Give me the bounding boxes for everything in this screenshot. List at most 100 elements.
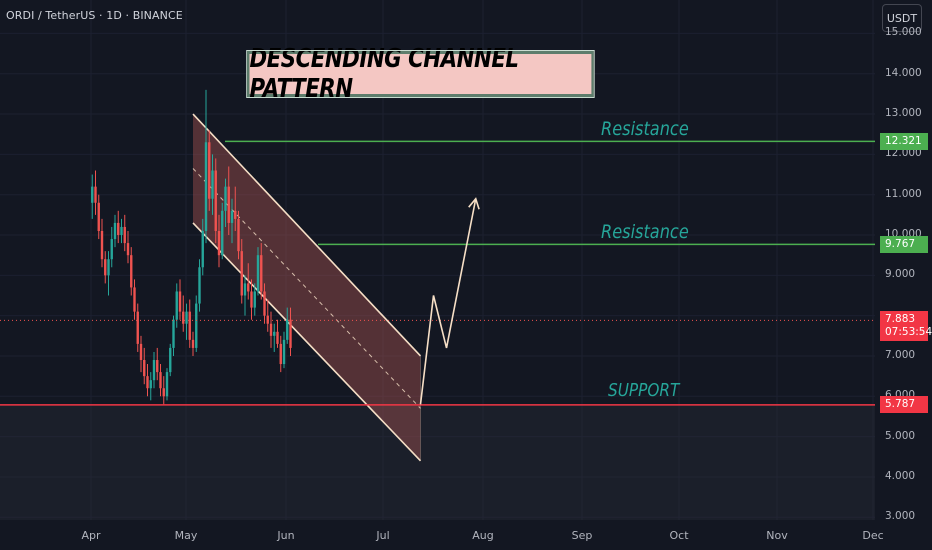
candle-body (240, 251, 243, 296)
candle (198, 259, 201, 312)
candle (286, 307, 289, 344)
candle-body (195, 303, 198, 348)
projection-arrowhead (468, 197, 480, 210)
candle (214, 158, 217, 244)
candle-body (208, 142, 211, 199)
candle (175, 283, 178, 328)
candlestick-series (91, 89, 292, 405)
price-tick-label: 15.000 (885, 26, 922, 39)
candle (169, 343, 172, 377)
time-tick-label: Nov (766, 529, 788, 542)
candle (279, 335, 282, 373)
candle (188, 299, 191, 348)
candle-body (279, 343, 282, 365)
candle-body (182, 311, 185, 324)
candle-body (162, 388, 165, 397)
price-tick-label: 3.000 (885, 510, 916, 523)
candle (185, 303, 188, 340)
candle (126, 230, 130, 264)
candle (149, 372, 152, 401)
candle (156, 347, 159, 381)
candle (136, 303, 139, 352)
candle-body (104, 259, 107, 276)
candle-body (221, 210, 224, 256)
candle (130, 247, 133, 296)
candle-body (247, 283, 250, 292)
candle (123, 214, 126, 252)
candle-body (113, 222, 117, 240)
gridlines (0, 0, 875, 520)
candle-body (289, 319, 292, 348)
candle-body (230, 210, 234, 223)
candle-body (253, 291, 256, 308)
candle-body (169, 347, 172, 373)
currency-button[interactable]: USDT (882, 4, 922, 32)
candle-body (188, 311, 191, 340)
candle (269, 311, 273, 348)
candle-body (224, 186, 227, 211)
candle-body (211, 170, 214, 199)
candle (143, 347, 146, 385)
pattern-title-box: DESCENDING CHANNEL PATTERN (246, 44, 595, 104)
time-tick-label: Oct (669, 529, 689, 542)
candle (162, 376, 165, 405)
candle-body (110, 239, 113, 260)
candle (250, 279, 253, 320)
candle-body (94, 186, 97, 203)
time-tick-label: Jun (277, 529, 295, 542)
candle (227, 166, 230, 236)
candle (182, 295, 185, 332)
candle (208, 130, 211, 211)
candle (94, 170, 97, 215)
time-tick-label: Sep (571, 529, 593, 542)
candle (110, 226, 113, 268)
candle-body (126, 243, 130, 256)
candle-body (263, 291, 266, 316)
candle (221, 202, 224, 260)
candle (282, 331, 286, 369)
time-tick-label: Apr (81, 529, 101, 542)
candle-body (234, 210, 237, 219)
bar-countdown: 07:53:54 (885, 326, 932, 339)
channel-upper-line[interactable] (192, 113, 422, 357)
symbol-title[interactable]: ORDI / TetherUS · 1D · BINANCE (6, 9, 183, 22)
candle-body (198, 267, 201, 304)
candle-body (269, 323, 273, 336)
channel-lower-line[interactable] (192, 222, 422, 462)
support-label: SUPPORT (608, 380, 680, 401)
support-zone (0, 404, 875, 520)
candle-body (214, 170, 217, 231)
projection-path[interactable] (419, 198, 477, 405)
candle-body (250, 291, 253, 308)
candle (243, 275, 247, 316)
candle (230, 198, 234, 244)
candle-body (172, 319, 175, 348)
candle-body (276, 331, 279, 344)
candle (113, 214, 117, 248)
candle (256, 247, 260, 296)
candle-body (146, 376, 149, 389)
time-tick-label: Aug (472, 529, 494, 542)
candle (240, 239, 243, 304)
candle-body (139, 343, 143, 361)
last-price-value: 7.883 (885, 313, 916, 326)
resistance-label-lower: Resistance (601, 221, 689, 243)
candle-body (282, 339, 286, 365)
candle (217, 214, 221, 268)
candle (224, 178, 227, 227)
candle-body (237, 218, 240, 252)
projection-arrow (419, 197, 480, 405)
candle (253, 283, 256, 316)
candle-body (286, 319, 289, 340)
candle (152, 351, 156, 389)
candle-body (217, 230, 221, 256)
candle (133, 279, 136, 320)
candle (266, 299, 269, 332)
candle (91, 174, 94, 219)
candle (165, 368, 169, 401)
candle-body (243, 283, 247, 296)
candle-body (152, 360, 156, 381)
candle (201, 218, 204, 276)
resistance-price-badge-lower: 9.767 (880, 235, 928, 253)
